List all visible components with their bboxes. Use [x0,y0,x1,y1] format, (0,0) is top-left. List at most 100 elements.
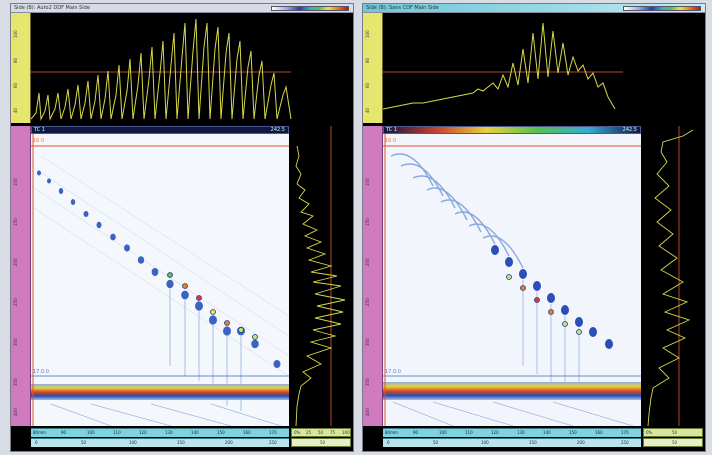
axis-tick: 100 [87,430,95,435]
axis-tick: 50 [672,440,678,445]
scan-info-strip: TC 1 242.5 [383,126,641,134]
ruler-tick: 400 [365,408,370,416]
top-ascan-plot[interactable] [383,13,703,125]
flaw-markers[interactable] [167,272,258,340]
axis-tick: 140 [543,430,551,435]
side-ascan-svg [295,126,346,427]
side-ascan-plot[interactable] [291,126,349,427]
top-ascan-svg [31,18,292,121]
ruler-tick: 60 [365,82,370,88]
scan-info-strip: TC 1 242.5 [31,126,289,134]
ruler-tick: 100 [365,178,370,186]
axis-tick: 90 [413,430,419,435]
flaw-markers[interactable] [506,274,582,335]
bscan-svg [383,126,641,426]
ruler-tick: 200 [365,258,370,266]
amplitude-axis-ruler-2[interactable]: 50 [291,438,351,447]
ruler-tick: 300 [13,338,18,346]
axis-tick: 50 [81,440,87,445]
scan-view-right[interactable]: Side (B): Sans CDF Main Side 40 60 80 10… [362,3,706,452]
info-left: TC 1 [34,127,46,133]
gate-top-label: 16.0 [385,138,397,144]
ruler-tick: 80 [365,57,370,63]
axis-tick: 160 [243,430,251,435]
scan-depth-ruler[interactable]: 100 150 200 250 300 350 400 [363,126,383,426]
axis-tick: 50 [433,440,439,445]
diffraction-arcs [390,153,524,269]
ascan-amplitude-ruler[interactable]: 40 60 80 100 [11,13,31,123]
axis-tick: 50 [318,430,324,435]
top-ascan-plot[interactable] [31,13,351,125]
color-palette[interactable] [271,6,349,11]
axis-tick: 90 [61,430,67,435]
axis-tick: 75 [330,430,336,435]
side-ascan-plot[interactable] [643,126,701,427]
axis-tick: 130 [517,430,525,435]
ruler-tick: 100 [13,30,18,38]
ascan-amplitude-ruler[interactable]: 40 60 80 100 [363,13,383,123]
axis-tick: 110 [113,430,121,435]
view-title-bar[interactable]: Side (B): Auto2 DDF Main Side [11,4,353,13]
ruler-tick: 100 [13,178,18,186]
scan-view-left[interactable]: Side (B): Auto2 DDF Main Side 40 60 80 1… [10,3,354,452]
axis-tick: 120 [491,430,499,435]
axis-tick: 170 [621,430,629,435]
scan-depth-ruler[interactable]: 100 150 200 250 300 350 400 [11,126,31,426]
axis-tick: 130 [165,430,173,435]
axis-tick: 50 [672,430,678,435]
backwall-echo [31,384,289,400]
ruler-tick: 350 [13,378,18,386]
axis-tick: 140 [191,430,199,435]
axis-tick: 150 [217,430,225,435]
axis-tick: 200 [577,440,585,445]
bscan-image[interactable]: TC 1 242.5 16.0 17.0.0 [383,126,641,426]
axis-tick: 170 [269,430,277,435]
info-right: 242.5 [622,127,637,133]
axis-tick: 0 [35,440,38,445]
axis-tick: 100 [342,430,350,435]
ruler-tick: 40 [13,107,18,113]
view-title: Side (B): Sans CDF Main Side [366,5,439,11]
view-title: Side (B): Auto2 DDF Main Side [14,5,90,11]
gate-bottom-label: 17.0.0 [385,369,401,375]
gate-top-label: 16.0 [33,138,45,144]
axis-tick: 80mm [33,430,46,435]
view-title-bar[interactable]: Side (B): Sans CDF Main Side [363,4,705,13]
axis-tick: 250 [621,440,629,445]
index-axis-ruler[interactable]: 0 50 100 150 200 250 [383,438,641,447]
amplitude-axis-ruler[interactable]: 0% 25 50 75 100 [291,428,351,437]
amplitude-axis-ruler-2[interactable]: 50 [643,438,703,447]
axis-tick: 200 [225,440,233,445]
axis-tick: 0% [646,430,653,435]
backwall-echo [383,382,641,400]
axis-tick: 100 [439,430,447,435]
axis-tick: 150 [177,440,185,445]
scan-axis-ruler[interactable]: 80mm 90 100 110 120 130 140 150 160 170 [31,428,289,437]
axis-tick: 250 [269,440,277,445]
ruler-tick: 200 [13,258,18,266]
side-ascan-svg [647,126,694,427]
info-left: TC 1 [386,127,398,133]
ruler-tick: 150 [365,218,370,226]
ruler-tick: 250 [365,298,370,306]
axis-tick: 110 [465,430,473,435]
ruler-tick: 300 [365,338,370,346]
color-palette[interactable] [623,6,701,11]
axis-tick: 100 [481,440,489,445]
ruler-tick: 400 [13,408,18,416]
axis-tick: 150 [529,440,537,445]
scan-axis-ruler[interactable]: 80mm 90 100 110 120 130 140 150 160 170 [383,428,641,437]
info-right: 242.5 [270,127,285,133]
amplitude-axis-ruler[interactable]: 0% 50 [643,428,703,437]
bscan-image[interactable]: TC 1 242.5 16.0 17.0.0 [31,126,289,426]
axis-tick: 160 [595,430,603,435]
axis-tick: 150 [569,430,577,435]
axis-tick: 25 [306,430,312,435]
ruler-tick: 40 [365,107,370,113]
index-axis-ruler[interactable]: 0 50 100 150 200 250 [31,438,289,447]
top-ascan-svg [383,22,623,110]
axis-tick: 80mm [385,430,398,435]
gate-bottom-label: 17.0.0 [33,369,49,375]
axis-tick: 0% [294,430,301,435]
axis-tick: 100 [129,440,137,445]
